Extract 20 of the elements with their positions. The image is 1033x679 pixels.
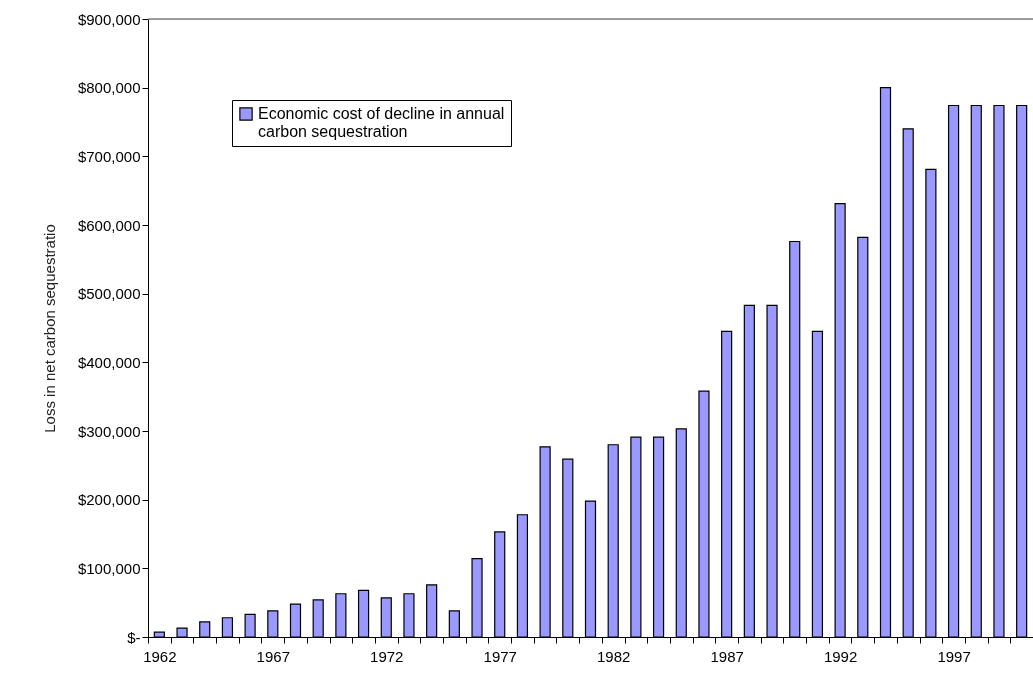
y-tick-label: $400,000 (77, 353, 141, 371)
y-tick-label: $500,000 (77, 285, 141, 303)
x-tick-label: 1977 (483, 647, 517, 665)
y-tick-label: $100,000 (77, 559, 141, 577)
y-axis-title: Loss in net carbon sequestratio (40, 224, 58, 433)
y-tick-label: $600,000 (77, 216, 141, 234)
x-tick-label: 1992 (823, 647, 858, 665)
x-tick-label: 1962 (143, 647, 177, 665)
x-tick-label: 1987 (710, 647, 744, 665)
x-tick-label: 1982 (597, 647, 631, 665)
x-tick-label: 1972 (370, 647, 404, 665)
x-tick-label: 1967 (256, 647, 290, 665)
legend-label: Economic cost of decline in annual carbon sequestration (258, 105, 505, 140)
x-tick-label: 1997 (937, 647, 971, 665)
y-tick-label: $800,000 (77, 79, 141, 97)
y-tick-label: $200,000 (77, 491, 141, 509)
y-tick-label: $900,000 (77, 10, 141, 28)
y-tick-label: $- (127, 628, 141, 646)
y-tick-label: $700,000 (77, 147, 141, 165)
y-tick-label: $300,000 (77, 422, 141, 440)
